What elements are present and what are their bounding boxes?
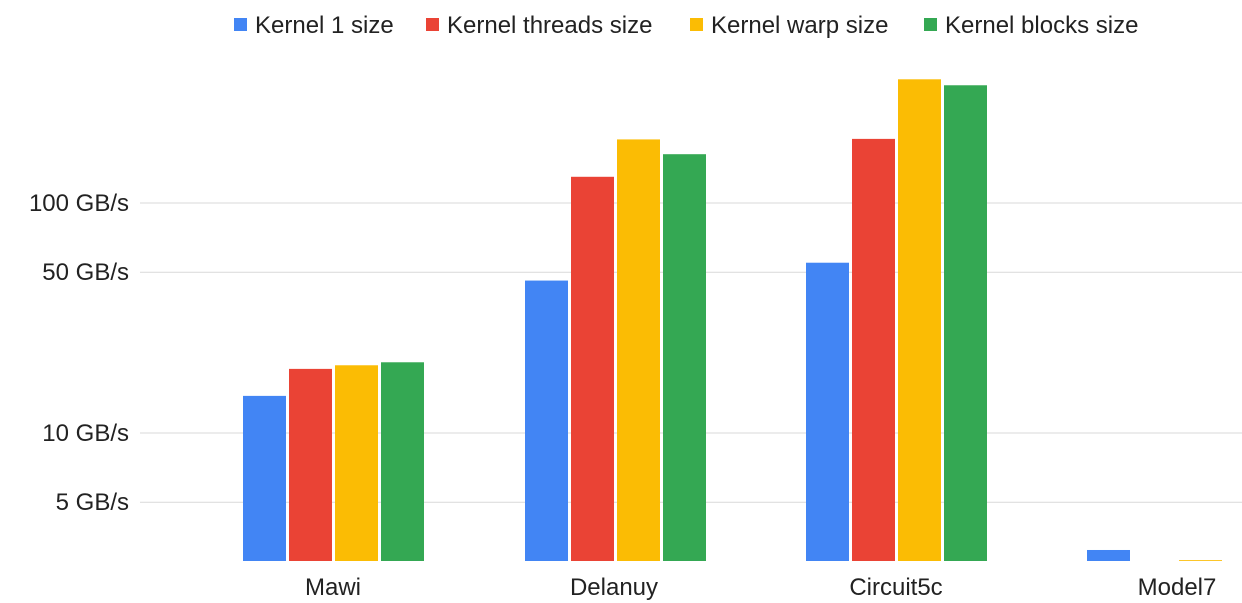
legend-swatch-2: [426, 18, 439, 31]
legend-label-3: Kernel warp size: [711, 12, 888, 39]
bar-delanuy-series-3: [617, 139, 660, 561]
bar-mawi-series-2: [289, 368, 332, 561]
category-labels: Mawi Delanuy Circuit5c Model7: [305, 574, 1216, 601]
category-label-mawi: Mawi: [305, 574, 361, 601]
legend-swatch-1: [234, 18, 247, 31]
category-label-delanuy: Delanuy: [570, 574, 658, 601]
bar-circuit5c-series-3: [898, 79, 941, 561]
bar-model7-series-3: [1179, 560, 1222, 561]
legend-label-4: Kernel blocks size: [945, 12, 1138, 39]
bar-delanuy-series-1: [525, 280, 568, 561]
bar-delanuy-series-2: [571, 176, 614, 561]
legend-label-1: Kernel 1 size: [255, 12, 394, 39]
y-axis-ticks: 5 GB/s 10 GB/s 50 GB/s 100 GB/s: [29, 190, 129, 516]
y-tick-label: 100 GB/s: [29, 190, 129, 217]
category-label-circuit5c: Circuit5c: [849, 574, 942, 601]
legend-swatch-4: [924, 18, 937, 31]
bar-mawi-series-4: [381, 362, 424, 561]
bar-circuit5c-series-4: [944, 85, 987, 561]
legend-label-2: Kernel threads size: [447, 12, 652, 39]
bar-model7-series-1: [1087, 549, 1130, 561]
bars: [243, 79, 1222, 562]
y-tick-label: 10 GB/s: [42, 420, 129, 447]
bar-mawi-series-1: [243, 395, 286, 561]
bar-mawi-series-3: [335, 365, 378, 561]
legend-swatch-3: [690, 18, 703, 31]
y-tick-label: 50 GB/s: [42, 259, 129, 286]
bar-circuit5c-series-2: [852, 138, 895, 562]
bar-delanuy-series-4: [663, 154, 706, 562]
bar-circuit5c-series-1: [806, 262, 849, 561]
category-label-model7: Model7: [1138, 574, 1217, 601]
legend: Kernel 1 size Kernel threads size Kernel w…: [234, 12, 1138, 39]
y-tick-label: 5 GB/s: [56, 489, 129, 516]
